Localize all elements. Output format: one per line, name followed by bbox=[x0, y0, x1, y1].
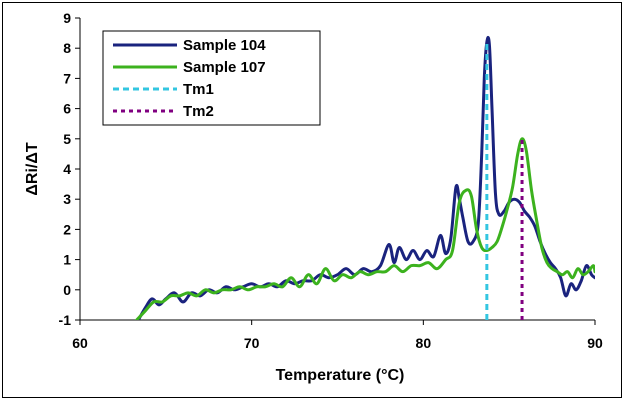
x-tick-label: 70 bbox=[244, 335, 260, 351]
y-tick-label: 9 bbox=[63, 10, 71, 26]
y-axis-title: ΔRi/ΔT bbox=[24, 142, 41, 195]
x-axis-ticks: 60 70 80 90 bbox=[72, 320, 603, 351]
y-tick-label: 8 bbox=[63, 40, 71, 56]
y-tick-label: 4 bbox=[63, 161, 71, 177]
legend-label-tm2: Tm2 bbox=[183, 103, 214, 120]
legend-label-sample-104: Sample 104 bbox=[183, 37, 266, 54]
x-tick-label: 90 bbox=[587, 335, 603, 351]
y-tick-label: 3 bbox=[63, 191, 71, 207]
series-layer bbox=[135, 35, 595, 320]
legend-label-sample-107: Sample 107 bbox=[183, 59, 266, 76]
y-tick-label: 0 bbox=[63, 282, 71, 298]
y-tick-label: 5 bbox=[63, 131, 71, 147]
y-tick-label: 6 bbox=[63, 101, 71, 117]
y-tick-label: 7 bbox=[63, 70, 71, 86]
y-tick-label: 2 bbox=[63, 221, 71, 237]
y-axis-ticks: -1 0 1 2 3 4 5 6 7 8 9 bbox=[59, 10, 80, 328]
legend-label-tm1: Tm1 bbox=[183, 81, 214, 98]
x-axis-title: Temperature (°C) bbox=[276, 367, 405, 384]
legend-box bbox=[102, 30, 321, 126]
x-tick-label: 60 bbox=[72, 335, 88, 351]
legend: Sample 104 Sample 107 Tm1 Tm2 bbox=[102, 30, 321, 126]
series-line-sample-107 bbox=[135, 137, 595, 320]
y-tick-label: -1 bbox=[59, 312, 72, 328]
y-tick-label: 1 bbox=[63, 252, 71, 268]
x-tick-label: 80 bbox=[416, 335, 432, 351]
